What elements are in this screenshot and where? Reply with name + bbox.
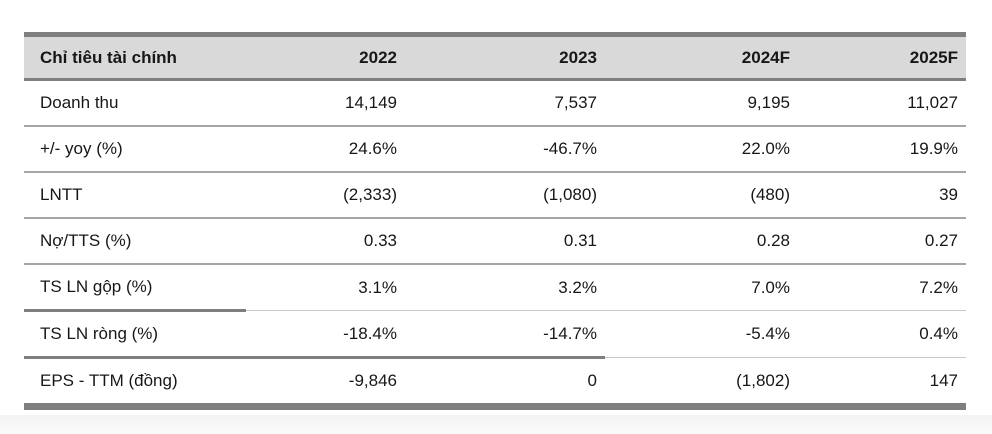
row-label-cell: Nợ/TTS (%): [24, 218, 246, 265]
value-cell: 7,537: [405, 79, 605, 127]
value-cell: 22.0%: [605, 126, 798, 173]
financial-summary-table-container: Chỉ tiêu tài chính 2022 2023 2024F 2025F Doa…: [24, 32, 966, 410]
table-row: LNTT (2,333) (1,080) (480) 39: [24, 172, 966, 219]
financial-summary-table: Chỉ tiêu tài chính 2022 2023 2024F 2025F Doa…: [24, 37, 966, 403]
table-row: Nợ/TTS (%) 0.33 0.31 0.28 0.27: [24, 218, 966, 265]
table-bottom-accent-bar: [24, 403, 966, 410]
value-cell: 0.4%: [798, 310, 966, 358]
value-cell: 19.9%: [798, 126, 966, 173]
table-row: Doanh thu 14,149 7,537 9,195 11,027: [24, 79, 966, 127]
row-label-cell: Doanh thu: [24, 79, 246, 127]
value-cell: 3.2%: [405, 264, 605, 311]
column-header-label: Chỉ tiêu tài chính: [24, 37, 246, 81]
row-label-cell: LNTT: [24, 172, 246, 219]
value-cell: -46.7%: [405, 126, 605, 173]
value-cell: 0.28: [605, 218, 798, 265]
value-cell: (480): [605, 172, 798, 219]
value-cell: 7.2%: [798, 264, 966, 311]
table-row: EPS - TTM (đồng) -9,846 0 (1,802) 147: [24, 357, 966, 403]
value-cell: -18.4%: [246, 310, 405, 359]
value-cell: 147: [798, 357, 966, 403]
value-cell: 24.6%: [246, 126, 405, 173]
value-cell: (2,333): [246, 172, 405, 219]
value-cell: 3.1%: [246, 264, 405, 311]
value-cell: -9,846: [246, 357, 405, 403]
row-label-cell: TS LN ròng (%): [24, 310, 246, 359]
value-cell: 9,195: [605, 79, 798, 127]
value-cell: 0.33: [246, 218, 405, 265]
column-header-2022: 2022: [246, 37, 405, 81]
value-cell: 7.0%: [605, 264, 798, 311]
value-cell: (1,802): [605, 357, 798, 403]
table-top-accent-bar: [24, 32, 966, 37]
row-label-cell: +/- yoy (%): [24, 126, 246, 173]
table-row: +/- yoy (%) 24.6% -46.7% 22.0% 19.9%: [24, 126, 966, 173]
value-cell: 14,149: [246, 79, 405, 127]
value-cell: 0.31: [405, 218, 605, 265]
table-row: TS LN ròng (%) -18.4% -14.7% -5.4% 0.4%: [24, 310, 966, 359]
column-header-2025f: 2025F: [798, 37, 966, 81]
column-header-2023: 2023: [405, 37, 605, 81]
row-label-cell: TS LN gộp (%): [24, 264, 246, 312]
value-cell: 0.27: [798, 218, 966, 265]
value-cell: 11,027: [798, 79, 966, 127]
value-cell: 0: [405, 357, 605, 403]
table-body: Doanh thu 14,149 7,537 9,195 11,027 +/- yoy (…: [24, 79, 966, 403]
row-label-cell: EPS - TTM (đồng): [24, 357, 246, 403]
table-row: TS LN gộp (%) 3.1% 3.2% 7.0% 7.2%: [24, 264, 966, 312]
value-cell: -14.7%: [405, 310, 605, 359]
page-background-strip: [0, 415, 992, 434]
column-header-2024f: 2024F: [605, 37, 798, 81]
value-cell: -5.4%: [605, 310, 798, 358]
value-cell: 39: [798, 172, 966, 219]
value-cell: (1,080): [405, 172, 605, 219]
table-header-row: Chỉ tiêu tài chính 2022 2023 2024F 2025F: [24, 37, 966, 81]
